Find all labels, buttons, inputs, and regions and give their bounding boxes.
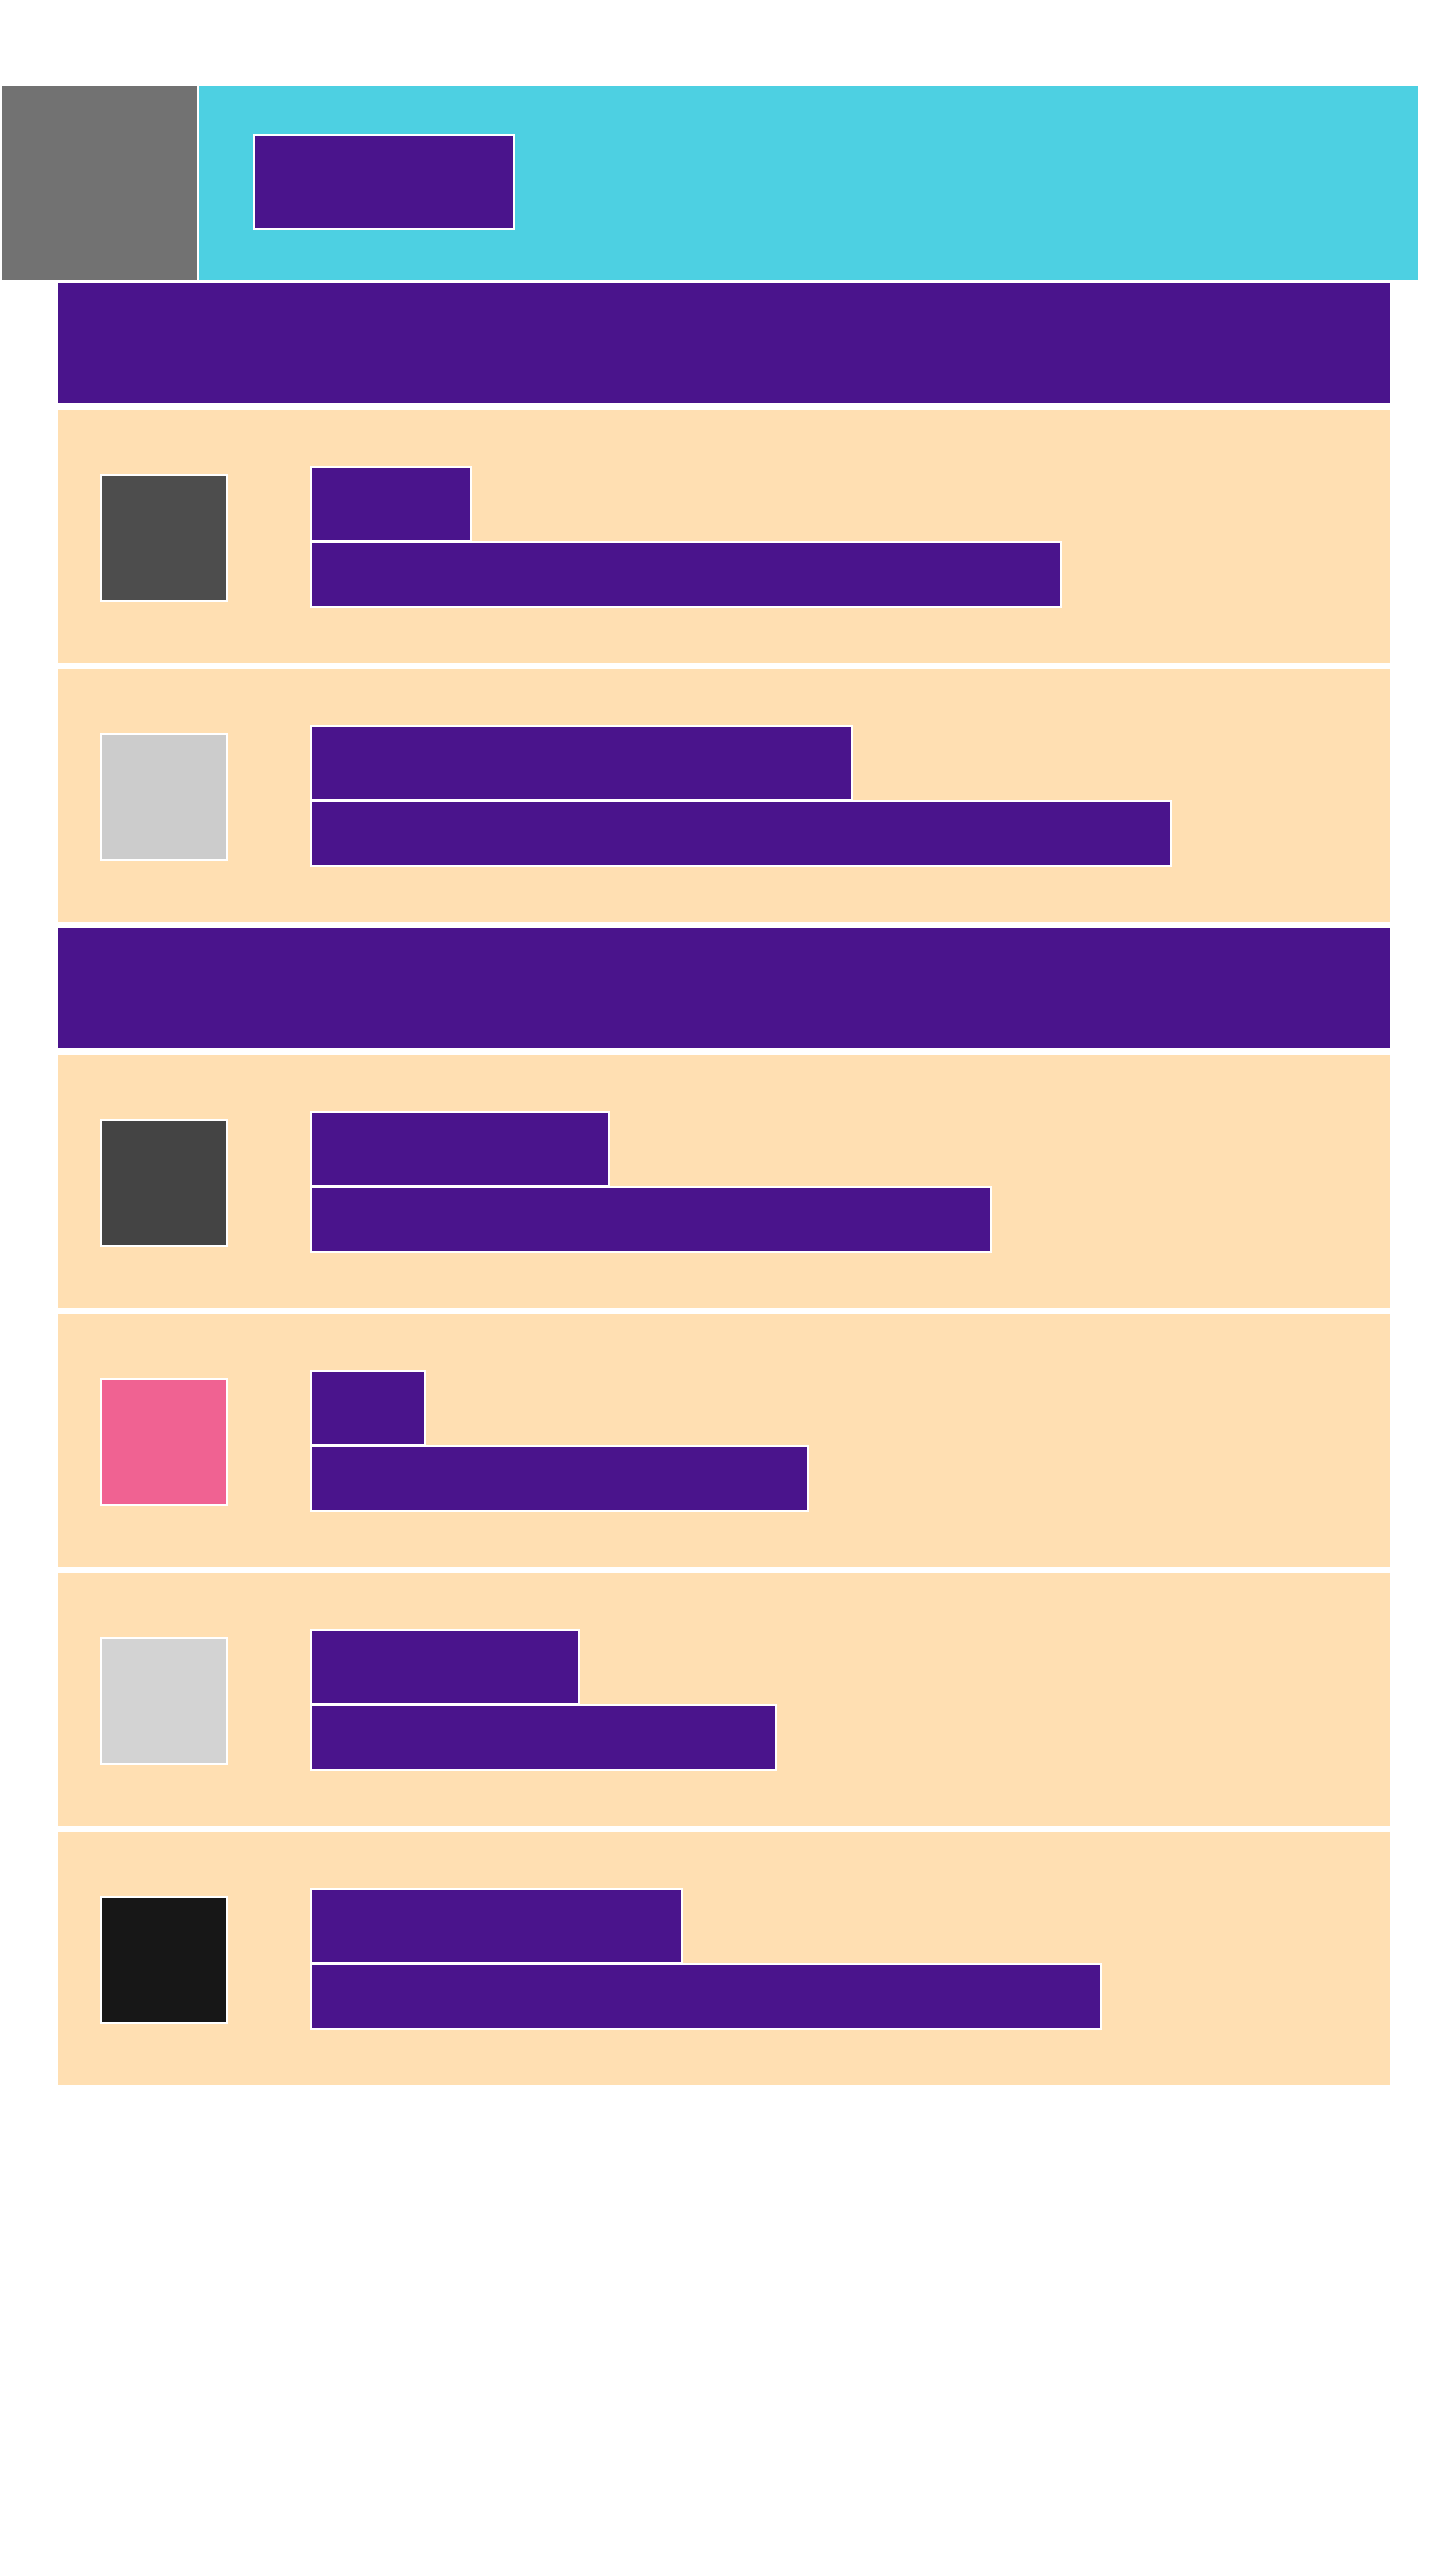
avatar xyxy=(100,1119,228,1247)
list-item-primary-text xyxy=(310,1888,683,1964)
avatar xyxy=(100,1637,228,1765)
list-item[interactable] xyxy=(58,669,1390,922)
list-item-primary-text xyxy=(310,466,472,542)
list-item-secondary-text xyxy=(310,1445,809,1512)
avatar xyxy=(100,1896,228,2024)
list-item-primary-text xyxy=(310,725,853,801)
section-header-1 xyxy=(58,283,1390,403)
page-title xyxy=(253,134,515,230)
list-item[interactable] xyxy=(58,1573,1390,1826)
list-item-primary-text xyxy=(310,1629,580,1705)
list-item-secondary-text xyxy=(310,800,1172,867)
list-item-secondary-text xyxy=(310,541,1062,608)
list-item[interactable] xyxy=(58,410,1390,663)
avatar xyxy=(100,1378,228,1506)
list-item[interactable] xyxy=(58,1832,1390,2085)
avatar xyxy=(100,474,228,602)
section-header-2 xyxy=(58,928,1390,1048)
nav-back-button[interactable] xyxy=(2,86,197,280)
list-item-secondary-text xyxy=(310,1186,992,1253)
app-bar xyxy=(0,86,1418,280)
list-item-secondary-text xyxy=(310,1704,777,1771)
list-item[interactable] xyxy=(58,1314,1390,1567)
list-item[interactable] xyxy=(58,1055,1390,1308)
list-item-secondary-text xyxy=(310,1963,1102,2030)
list-item-primary-text xyxy=(310,1370,426,1446)
list-item-primary-text xyxy=(310,1111,610,1187)
avatar xyxy=(100,733,228,861)
